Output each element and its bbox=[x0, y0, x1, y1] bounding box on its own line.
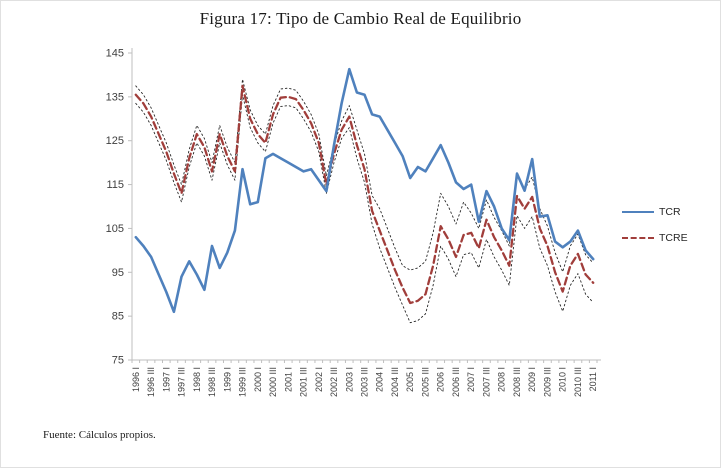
legend-item-tcre: TCRE bbox=[622, 231, 688, 245]
x-tick-label: 2000 I bbox=[253, 367, 263, 392]
chart-legend: TCR TCRE bbox=[622, 205, 688, 257]
x-tick-label: 2010 I bbox=[558, 367, 568, 392]
x-tick-label: 1996 I bbox=[131, 367, 141, 392]
x-tick-label: 2004 I bbox=[375, 367, 385, 392]
x-tick-label: 2010 III bbox=[573, 367, 583, 397]
legend-item-tcr: TCR bbox=[622, 205, 688, 219]
x-tick-label: 2005 I bbox=[405, 367, 415, 392]
x-tick-label: 2009 I bbox=[527, 367, 537, 392]
x-tick-label: 1999 III bbox=[238, 367, 248, 397]
y-tick-label: 75 bbox=[112, 355, 124, 367]
x-tick-label: 2009 III bbox=[543, 367, 553, 397]
x-tick-label: 1997 III bbox=[177, 367, 187, 397]
x-tick-label: 2003 I bbox=[344, 367, 354, 392]
y-tick-label: 145 bbox=[106, 48, 124, 60]
series-banda-inferior bbox=[135, 94, 594, 324]
line-chart: 75 85 95 105 115 125 135 145 1996 I 1996 III 1997 … bbox=[106, 48, 601, 397]
x-tick-label: 1997 I bbox=[161, 367, 171, 392]
x-tick-label: 2001 III bbox=[299, 367, 309, 397]
x-tick-label: 1999 I bbox=[222, 367, 232, 392]
x-tick-label: 2002 III bbox=[329, 367, 339, 397]
legend-label-tcr: TCR bbox=[659, 206, 681, 218]
legend-label-tcre: TCRE bbox=[659, 232, 688, 244]
x-tick-label: 2006 III bbox=[451, 367, 461, 397]
series-tcr bbox=[134, 67, 595, 314]
y-tick-label: 125 bbox=[106, 135, 124, 147]
x-tick-label: 2007 III bbox=[482, 367, 492, 397]
y-tick-label: 95 bbox=[112, 267, 124, 279]
x-tick-label: 2003 III bbox=[360, 367, 370, 397]
x-tick-label: 2001 I bbox=[283, 367, 293, 392]
x-tick-label: 2005 III bbox=[421, 367, 431, 397]
series-tcre bbox=[134, 84, 595, 305]
y-tick-label: 135 bbox=[106, 91, 124, 103]
x-tick-label: 1998 I bbox=[192, 367, 202, 392]
tcre-line-swatch-icon bbox=[622, 237, 654, 239]
x-tick-label: 2007 I bbox=[466, 367, 476, 392]
y-tick-label: 115 bbox=[106, 179, 124, 191]
x-tick-label: 2000 III bbox=[268, 367, 278, 397]
source-note: Fuente: Cálculos propios. bbox=[43, 429, 156, 441]
x-tick-label: 1998 III bbox=[207, 367, 217, 397]
x-tick-label: 2006 I bbox=[436, 367, 446, 392]
tcr-line-swatch-icon bbox=[622, 211, 654, 213]
x-tick-label: 2008 III bbox=[512, 367, 522, 397]
x-tick-label: 2004 III bbox=[390, 367, 400, 397]
series-banda-superior bbox=[135, 78, 594, 273]
x-tick-label: 2002 I bbox=[314, 367, 324, 392]
y-tick-label: 105 bbox=[106, 223, 124, 235]
x-tick-label: 2011 I bbox=[588, 367, 598, 391]
x-tick-label: 2008 I bbox=[497, 367, 507, 392]
x-tick-label: 1996 III bbox=[146, 367, 156, 397]
y-tick-label: 85 bbox=[112, 311, 124, 323]
chart-title: Figura 17: Tipo de Cambio Real de Equili… bbox=[199, 9, 522, 28]
